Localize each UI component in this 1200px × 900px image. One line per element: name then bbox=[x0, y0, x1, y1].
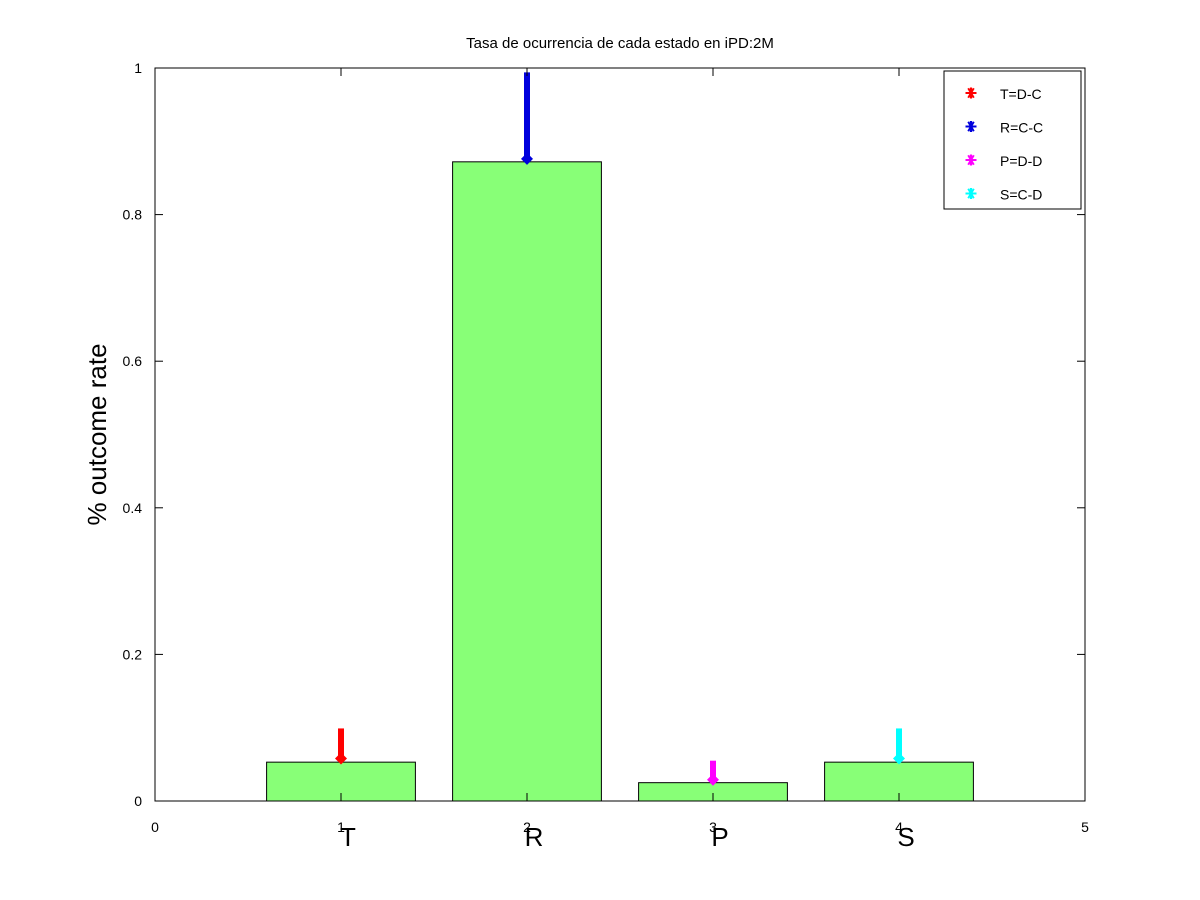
chart-title: Tasa de ocurrencia de cada estado en iPD… bbox=[466, 35, 774, 52]
x-tick-label: 3 bbox=[709, 819, 717, 835]
y-axis-label: % outcome rate bbox=[82, 343, 112, 525]
plot-frame bbox=[154, 67, 1086, 802]
legend-marker-P=D-D bbox=[965, 154, 977, 166]
legend-label: P=D-D bbox=[1000, 153, 1042, 169]
category-label-P: P bbox=[711, 822, 728, 852]
x-tick-label: 2 bbox=[523, 819, 531, 835]
y-tick-label: 0.6 bbox=[123, 353, 143, 369]
category-label-R: R bbox=[525, 822, 544, 852]
legend-label: T=D-C bbox=[1000, 86, 1042, 102]
tick-labels-layer: 0 1 2 3 4 500.20.40.60.81T R P S bbox=[123, 60, 1090, 852]
legend-marker-T=D-C bbox=[965, 87, 977, 99]
x-tick-label: 0 bbox=[151, 819, 159, 835]
x-tick-label: 4 bbox=[895, 819, 903, 835]
y-tick-label: 1 bbox=[134, 60, 142, 76]
error-marker-R bbox=[521, 152, 533, 165]
bar-R bbox=[452, 161, 602, 802]
error-marker-P bbox=[707, 773, 719, 786]
legend: T=D-C R=C-C P=D-D S=C-D bbox=[943, 70, 1082, 210]
x-tick-label: 5 bbox=[1081, 819, 1089, 835]
legend-label: R=C-C bbox=[1000, 120, 1043, 136]
y-tick-label: 0.2 bbox=[123, 646, 143, 662]
y-tick-label: 0 bbox=[134, 793, 142, 809]
y-tick-label: 0.4 bbox=[123, 500, 143, 516]
error-marker-S bbox=[893, 752, 905, 765]
legend-marker-R=C-C bbox=[965, 121, 977, 132]
legend-label: S=C-D bbox=[1000, 187, 1042, 203]
x-tick-label: 1 bbox=[337, 819, 345, 835]
y-tick-label: 0.8 bbox=[123, 207, 143, 223]
ticks-layer bbox=[154, 67, 1086, 802]
error-bars-layer bbox=[335, 72, 905, 786]
category-label-T: T bbox=[340, 822, 356, 852]
error-marker-T bbox=[335, 752, 347, 765]
legend-marker-S=C-D bbox=[965, 188, 977, 199]
bars-layer bbox=[266, 161, 974, 802]
category-label-S: S bbox=[897, 822, 914, 852]
